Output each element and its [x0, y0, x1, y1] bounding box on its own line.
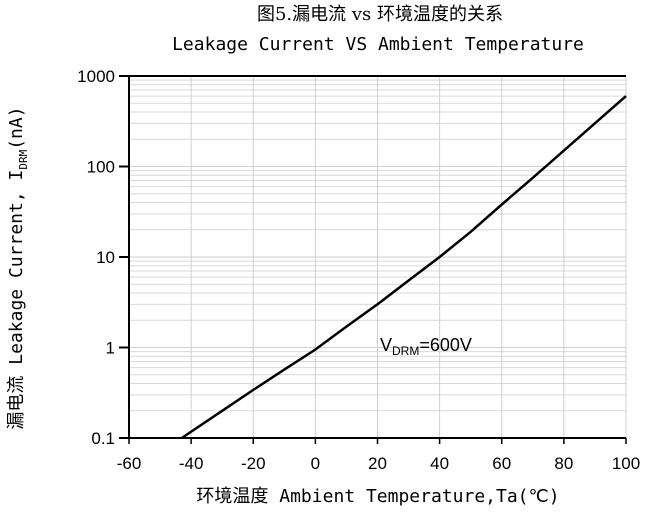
- y-tick-label: 1: [106, 339, 115, 358]
- y-tick-label: 1000: [77, 67, 115, 86]
- x-axis-label: 环境温度 Ambient Temperature,Ta(℃): [196, 486, 559, 507]
- x-tick-label: 80: [554, 454, 573, 473]
- x-tick-label: 0: [311, 454, 320, 473]
- y-tick-label: 100: [87, 158, 115, 177]
- chart-subtitle: Leakage Current VS Ambient Temperature: [172, 34, 584, 55]
- annotation-vdrm: VDRM=600V: [380, 335, 472, 358]
- y-axis-label: 漏电流 Leakage Current, IDRM(nA): [6, 106, 30, 429]
- y-tick-label: 10: [96, 248, 115, 267]
- y-tick-label: 0.1: [91, 429, 115, 448]
- x-tick-label: 100: [612, 454, 640, 473]
- x-tick-label: -20: [241, 454, 266, 473]
- series-line: [181, 95, 627, 440]
- x-tick-label: 40: [430, 454, 449, 473]
- chart-title: 图5.漏电流 vs 环境温度的关系: [257, 4, 503, 25]
- x-tick-label: 20: [368, 454, 387, 473]
- x-tick-label: -60: [117, 454, 142, 473]
- x-tick-label: -40: [179, 454, 204, 473]
- x-tick-label: 60: [492, 454, 511, 473]
